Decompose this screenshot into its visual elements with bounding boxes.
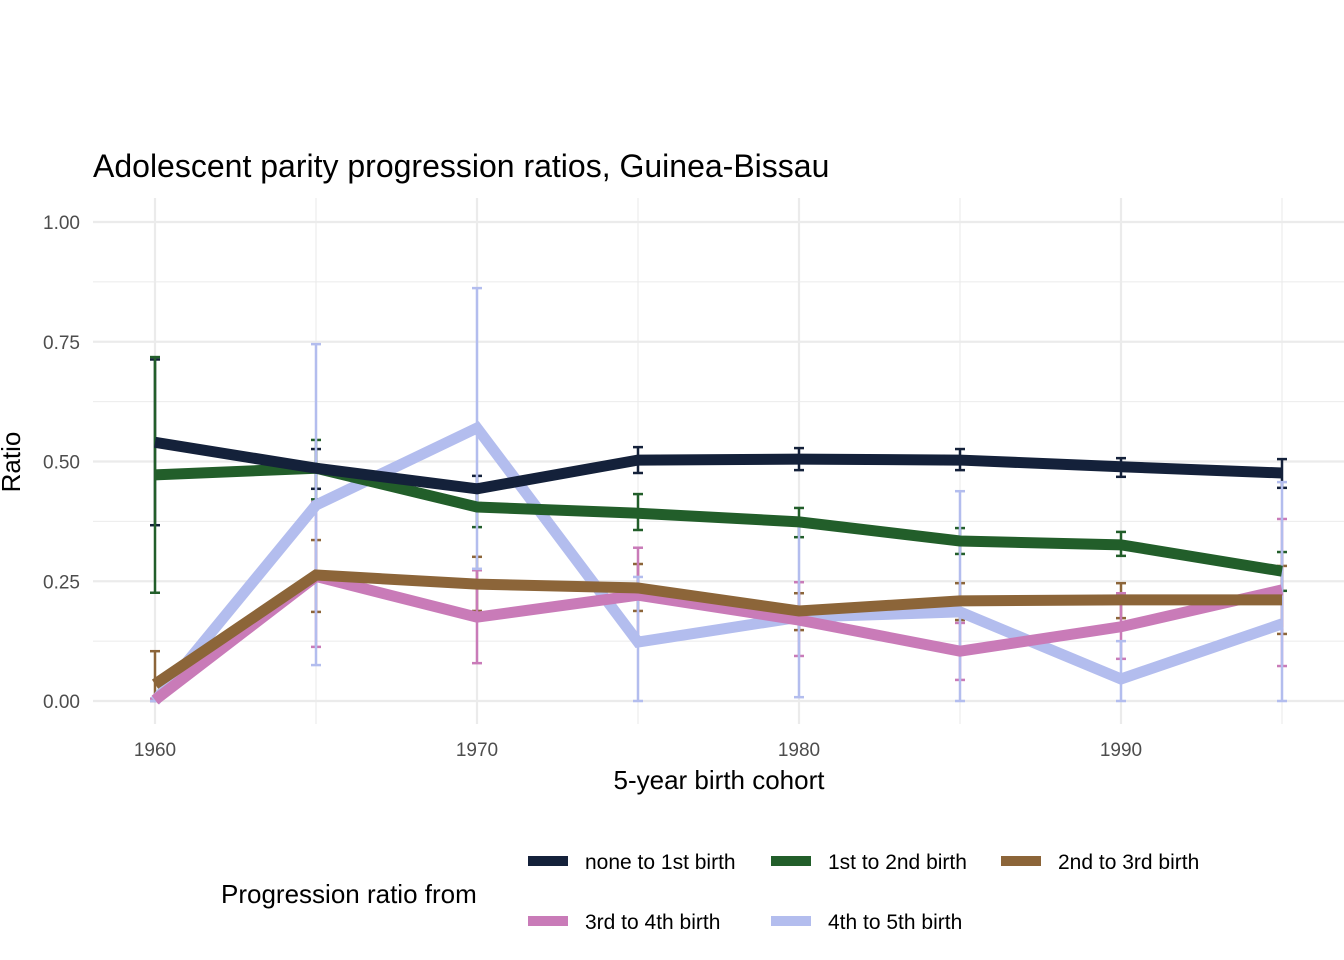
legend-item: 1st to 2nd birth [771, 851, 967, 874]
legend-title: Progression ratio from [221, 879, 477, 909]
x-tick-label: 1970 [456, 740, 498, 761]
y-tick-label: 1.00 [43, 213, 80, 234]
series-4 [150, 286, 1287, 703]
series-line-1 [154, 462, 1283, 577]
legend: none to 1st birth 1st to 2nd birth 2nd to … [528, 851, 1199, 934]
legend-label: 3rd to 4th birth [585, 911, 720, 934]
y-axis-ticks: 0.00 0.25 0.50 0.75 1.00 [43, 213, 80, 713]
series-line-4 [150, 421, 1284, 705]
legend-label: 2nd to 3rd birth [1058, 851, 1199, 874]
y-tick-label: 0.25 [43, 572, 80, 593]
legend-item: none to 1st birth [528, 851, 736, 874]
series-line-3 [151, 570, 1284, 705]
series-line-0 [154, 436, 1283, 495]
x-axis-ticks: 1960 1970 1980 1990 [134, 740, 1142, 761]
legend-item: 3rd to 4th birth [528, 911, 720, 934]
y-tick-label: 0.75 [43, 333, 80, 354]
legend-label: 1st to 2nd birth [828, 851, 967, 874]
x-tick-label: 1960 [134, 740, 176, 761]
y-tick-label: 0.00 [43, 692, 80, 713]
chart-title: Adolescent parity progression ratios, Gu… [93, 148, 829, 184]
series-layer [150, 286, 1287, 705]
y-tick-label: 0.50 [43, 453, 80, 474]
series-line-2 [151, 569, 1282, 689]
legend-label: 4th to 5th birth [828, 911, 962, 934]
legend-item: 2nd to 3rd birth [1001, 851, 1199, 874]
legend-label: none to 1st birth [585, 851, 736, 874]
legend-item: 4th to 5th birth [771, 911, 962, 934]
x-tick-label: 1990 [1100, 740, 1142, 761]
x-axis-label: 5-year birth cohort [614, 765, 826, 795]
x-tick-label: 1980 [778, 740, 820, 761]
y-axis-label: Ratio [0, 432, 26, 493]
